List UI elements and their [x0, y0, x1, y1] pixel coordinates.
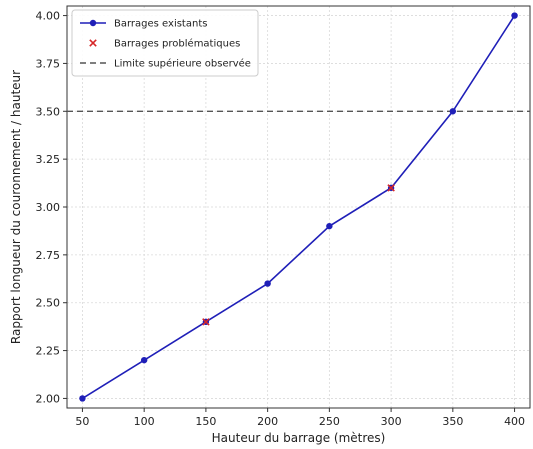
point-existing — [511, 12, 518, 19]
x-tick-label: 350 — [442, 415, 463, 428]
x-tick-label: 100 — [134, 415, 155, 428]
y-axis-title: Rapport longueur du couronnement / haute… — [9, 70, 23, 344]
series-line-existing — [82, 15, 516, 400]
x-axis-title: Hauteur du barrage (mètres) — [212, 431, 386, 445]
point-problematic — [202, 318, 210, 326]
legend-entry: Barrages existants — [80, 19, 207, 30]
y-tick-label: 2.25 — [36, 345, 61, 358]
y-tick-label: 3.75 — [36, 57, 61, 70]
x-tick-label: 250 — [319, 415, 340, 428]
y-tick-label: 3.50 — [36, 105, 61, 118]
x-tick-label: 400 — [504, 415, 525, 428]
y-tick-label: 2.50 — [36, 297, 61, 310]
legend-entry: Limite supérieure observée — [80, 58, 251, 70]
legend-label: Barrages existants — [114, 19, 207, 30]
legend-label: Barrages problématiques — [114, 38, 240, 50]
x-tick-label: 150 — [195, 415, 216, 428]
y-tick-label: 3.25 — [36, 153, 61, 166]
point-existing — [326, 222, 333, 230]
ticks: 50 100 150 200 250 300 350 400 2.00 2.25 2.50 2.75 3… — [36, 10, 526, 428]
y-tick-label: 2.75 — [36, 249, 61, 262]
legend: Barrages existants Barrages problématique… — [71, 9, 259, 77]
y-tick-label: 2.00 — [36, 392, 61, 405]
point-existing — [264, 280, 271, 287]
y-tick-label: 3.00 — [36, 201, 61, 214]
legend-box — [71, 9, 259, 77]
legend-entry: Barrages problématiques — [89, 38, 240, 50]
y-tick-label: 4.00 — [36, 10, 61, 23]
point-existing — [140, 356, 148, 364]
series — [79, 12, 518, 402]
point-existing — [79, 395, 86, 402]
legend-label: Limite supérieure observée — [114, 58, 251, 70]
point-problematic — [387, 184, 395, 192]
x-tick-label: 50 — [75, 415, 89, 428]
x-tick-label: 300 — [381, 415, 402, 428]
point-existing — [449, 108, 457, 115]
grid — [67, 6, 530, 408]
x-tick-label: 200 — [257, 415, 278, 428]
